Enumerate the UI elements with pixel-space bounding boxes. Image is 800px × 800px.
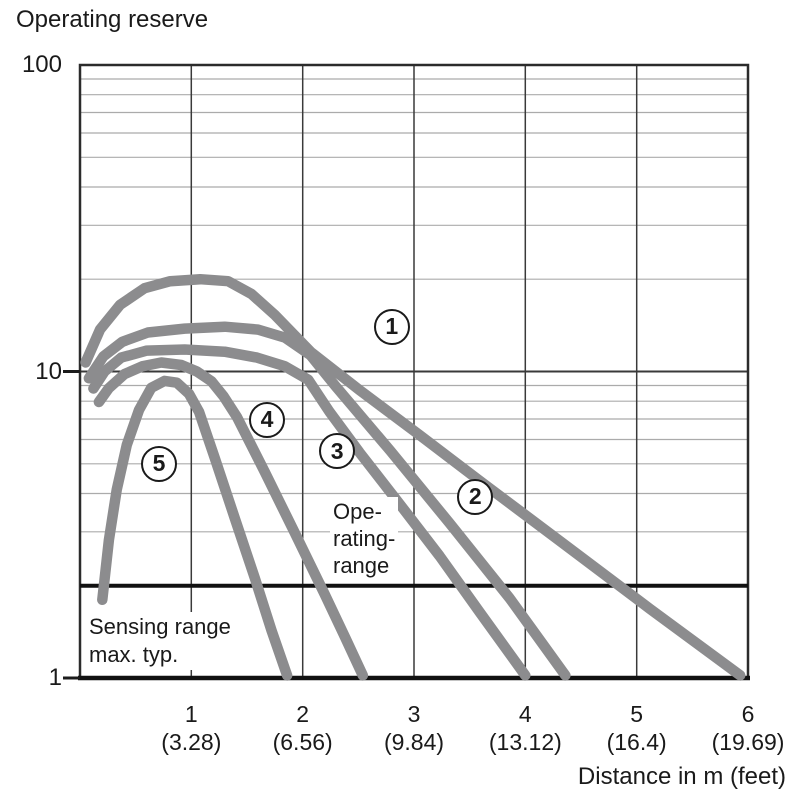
y-tick-label: 10: [35, 357, 62, 385]
annotation-line: rating-: [333, 526, 396, 551]
operating-range-annotation: Ope- rating- range: [330, 497, 399, 580]
curve-badge-5: 5: [141, 445, 178, 482]
x-tick-feet: (13.12): [488, 729, 562, 755]
x-tick-m: 3: [407, 701, 421, 727]
curve-badge-4: 4: [249, 401, 286, 438]
x-tick-feet: (16.4): [606, 729, 667, 755]
annotation-line: Ope-: [333, 499, 382, 524]
y-tick-label: 1: [48, 664, 62, 691]
x-tick-m: 2: [296, 701, 310, 727]
y-tick-label: 100: [21, 51, 62, 78]
x-tick-feet: (3.28): [161, 729, 222, 755]
x-tick-label: 5 (16.4): [607, 702, 667, 754]
x-axis-title: Distance in m (feet): [577, 763, 786, 790]
curve-5: [97, 375, 293, 681]
curve-badge-3: 3: [319, 433, 356, 470]
x-tick-label: 3 (9.84): [384, 702, 444, 754]
y-axis-ticks: [63, 370, 80, 680]
curve-4: [93, 357, 369, 681]
annotation-line: max. typ.: [89, 642, 179, 667]
x-tick-feet: (6.56): [272, 729, 333, 755]
x-tick-m: 5: [630, 701, 644, 727]
x-tick-label: 2 (6.56): [273, 702, 333, 754]
curve-badge-2: 2: [457, 478, 494, 515]
x-tick-label: 1 (3.28): [161, 702, 221, 754]
x-tick-label: 6 (19.69): [712, 702, 785, 754]
x-tick-feet: (19.69): [711, 729, 785, 755]
chart-title: Operating reserve: [16, 6, 209, 33]
x-tick-label: 4 (13.12): [489, 702, 562, 754]
x-tick-feet: (9.84): [383, 729, 445, 755]
annotation-line: Sensing range: [89, 614, 231, 639]
curve-badge-1: 1: [373, 308, 410, 345]
x-tick-m: 1: [184, 701, 198, 727]
curve-1: [80, 273, 746, 681]
x-tick-m: 4: [518, 701, 532, 727]
curve-2: [83, 321, 571, 681]
sensing-range-annotation: Sensing range max. typ.: [86, 612, 234, 670]
curve-3: [88, 344, 531, 681]
x-tick-m: 6: [741, 701, 755, 727]
annotation-line: range: [333, 553, 390, 578]
